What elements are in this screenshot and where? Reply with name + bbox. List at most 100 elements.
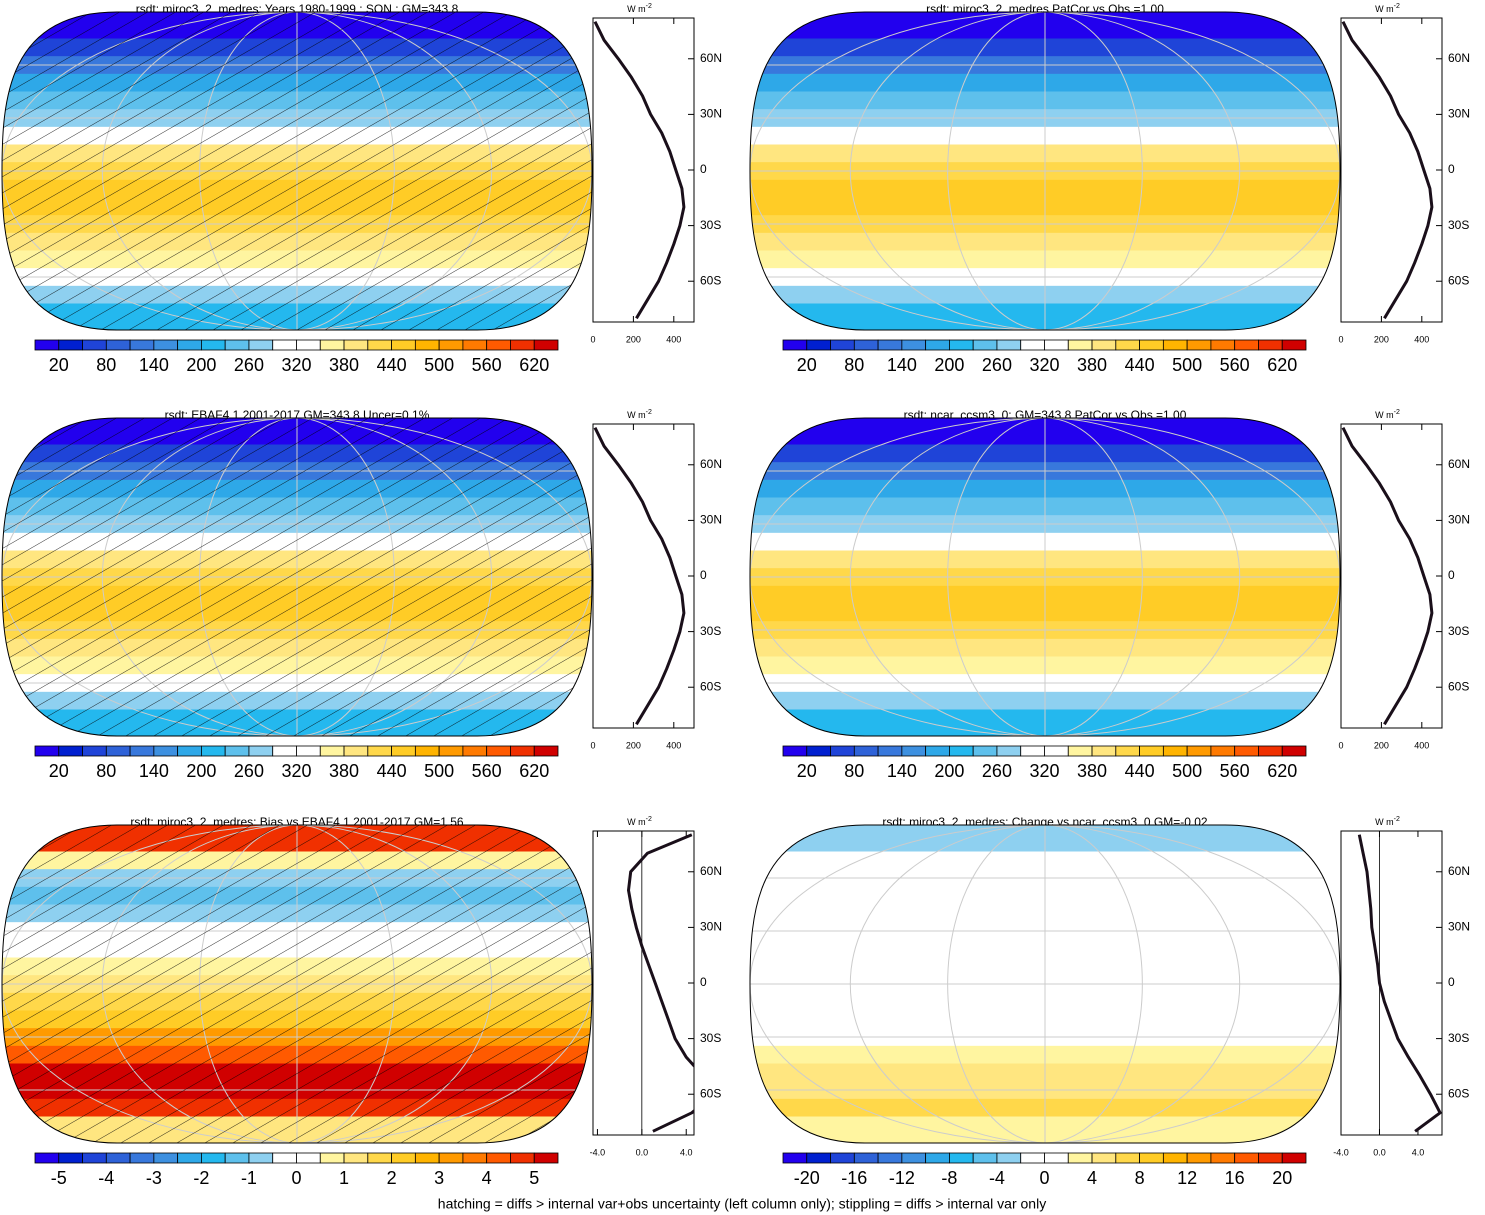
colorbar-box	[1162, 745, 1188, 757]
colorbar-box	[1067, 745, 1093, 757]
colorbar-label: 560	[472, 355, 502, 375]
y-tick-label: 60N	[700, 51, 722, 65]
unit-base: W m	[1375, 410, 1394, 420]
colorbar-box	[925, 745, 950, 757]
colorbar-label: 8	[1135, 1168, 1145, 1188]
unit-label: W m-2	[627, 409, 652, 421]
colorbar-box	[949, 339, 974, 351]
colorbar-box	[1044, 1152, 1069, 1164]
colorbar-label: 620	[519, 761, 549, 781]
colorbar-label: 500	[424, 355, 454, 375]
colorbar-box	[1210, 339, 1236, 351]
colorbar-box	[438, 745, 464, 757]
colorbar-box	[1020, 339, 1045, 351]
colorbar-box	[1067, 1152, 1093, 1164]
colorbar-box	[248, 1152, 274, 1164]
map	[2, 825, 592, 1143]
colorbar-box	[830, 339, 855, 351]
map-outline	[1, 824, 593, 1144]
colorbar-box	[177, 1152, 202, 1164]
colorbar-label: 0	[291, 1168, 301, 1188]
colorbar-box	[806, 1152, 831, 1164]
colorbar-label: -1	[241, 1168, 257, 1188]
colorbar-box	[486, 1152, 511, 1164]
colorbar-label: -4	[98, 1168, 114, 1188]
colorbar-label: 500	[1172, 761, 1202, 781]
colorbar-box	[806, 339, 831, 351]
colorbar-box	[367, 745, 392, 757]
y-tick-label: 30S	[700, 218, 721, 232]
map	[750, 418, 1340, 736]
colorbar-box	[782, 745, 808, 757]
colorbar-label: 3	[434, 1168, 444, 1188]
unit-exp: -2	[646, 816, 652, 823]
map-outline	[749, 417, 1341, 737]
colorbar-box	[105, 339, 131, 351]
colorbar-label: 620	[1267, 355, 1297, 375]
y-tick-label: 60S	[700, 679, 721, 693]
colorbar-label: -16	[841, 1168, 867, 1188]
colorbar-box	[129, 1152, 155, 1164]
colorbar-box	[925, 1152, 950, 1164]
colorbar-box	[367, 339, 392, 351]
profile-frame	[592, 830, 695, 1136]
colorbar-box	[391, 1152, 416, 1164]
map	[2, 12, 592, 330]
colorbar-box	[1281, 339, 1307, 351]
colorbar-box	[367, 1152, 392, 1164]
colorbar-box	[391, 339, 416, 351]
colorbar-box	[1210, 745, 1236, 757]
colorbar-box	[925, 339, 950, 351]
unit-label: W m-2	[1375, 409, 1400, 421]
colorbar-box	[438, 1152, 464, 1164]
colorbar-box	[414, 339, 440, 351]
colorbar-box	[1186, 1152, 1212, 1164]
colorbar-box	[391, 745, 416, 757]
colorbar-box	[224, 339, 250, 351]
y-tick-label: 60N	[1448, 864, 1470, 878]
x-tick-label: 0	[590, 740, 595, 750]
colorbar-box	[486, 745, 511, 757]
colorbar-label: -8	[941, 1168, 957, 1188]
colorbar-label: 80	[96, 355, 116, 375]
colorbar-box	[296, 339, 321, 351]
colorbar-box	[1234, 745, 1259, 757]
colorbar-box	[853, 339, 879, 351]
colorbar-box	[343, 745, 369, 757]
colorbar-label: -5	[51, 1168, 67, 1188]
colorbar-box	[901, 339, 927, 351]
colorbar-label: 140	[139, 355, 169, 375]
unit-label: W m-2	[1375, 816, 1400, 828]
colorbar-box	[201, 339, 226, 351]
colorbar-label: -20	[794, 1168, 820, 1188]
y-tick-label: 30S	[700, 624, 721, 638]
colorbar-box	[224, 1152, 250, 1164]
colorbar-box	[1210, 1152, 1236, 1164]
colorbar-box	[1258, 1152, 1283, 1164]
colorbar-label: 320	[1029, 761, 1059, 781]
y-tick-label: 30N	[1448, 920, 1470, 934]
y-tick-label: 30N	[1448, 107, 1470, 121]
colorbar-label: 500	[1172, 355, 1202, 375]
colorbar-box	[153, 745, 179, 757]
colorbar-box	[1281, 1152, 1307, 1164]
colorbar-label: 320	[281, 761, 311, 781]
colorbar-box	[34, 1152, 60, 1164]
colorbar-label: 140	[887, 761, 917, 781]
colorbar-label: 140	[139, 761, 169, 781]
y-tick-label: 60S	[700, 1086, 721, 1100]
colorbar-label: 200	[934, 761, 964, 781]
colorbar-box	[996, 339, 1022, 351]
colorbar-box	[129, 339, 155, 351]
colorbar-box	[153, 1152, 179, 1164]
colorbar-box	[1258, 339, 1283, 351]
colorbar-box	[272, 339, 297, 351]
colorbar-box	[1115, 339, 1140, 351]
colorbar-box	[1067, 339, 1093, 351]
y-tick-label: 30S	[1448, 624, 1469, 638]
colorbar-box	[533, 339, 559, 351]
colorbar-box	[462, 339, 488, 351]
colorbar-label: 140	[887, 355, 917, 375]
